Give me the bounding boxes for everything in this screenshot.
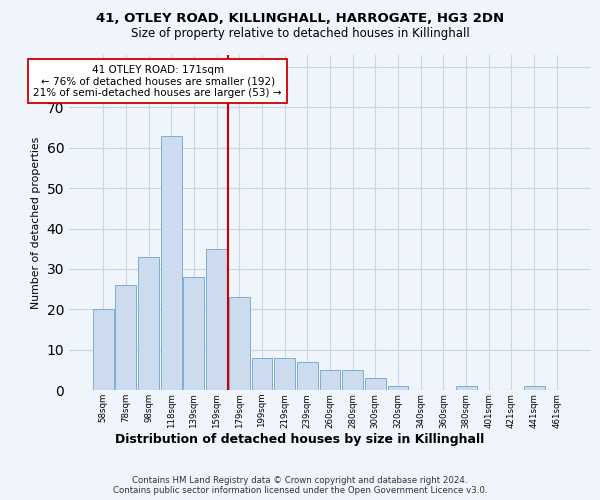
Bar bbox=[274, 358, 295, 390]
Bar bbox=[388, 386, 409, 390]
Bar bbox=[297, 362, 318, 390]
Bar bbox=[251, 358, 272, 390]
Bar bbox=[320, 370, 340, 390]
Bar bbox=[138, 257, 159, 390]
Bar bbox=[161, 136, 182, 390]
Text: Distribution of detached houses by size in Killinghall: Distribution of detached houses by size … bbox=[115, 432, 485, 446]
Bar bbox=[206, 248, 227, 390]
Y-axis label: Number of detached properties: Number of detached properties bbox=[31, 136, 41, 308]
Text: Size of property relative to detached houses in Killinghall: Size of property relative to detached ho… bbox=[131, 28, 469, 40]
Bar bbox=[524, 386, 545, 390]
Text: 41, OTLEY ROAD, KILLINGHALL, HARROGATE, HG3 2DN: 41, OTLEY ROAD, KILLINGHALL, HARROGATE, … bbox=[96, 12, 504, 26]
Bar bbox=[455, 386, 476, 390]
Bar bbox=[115, 285, 136, 390]
Bar bbox=[184, 277, 205, 390]
Bar bbox=[365, 378, 386, 390]
Text: Contains HM Land Registry data © Crown copyright and database right 2024.
Contai: Contains HM Land Registry data © Crown c… bbox=[113, 476, 487, 495]
Bar bbox=[342, 370, 363, 390]
Bar bbox=[93, 310, 113, 390]
Text: 41 OTLEY ROAD: 171sqm
← 76% of detached houses are smaller (192)
21% of semi-det: 41 OTLEY ROAD: 171sqm ← 76% of detached … bbox=[34, 64, 282, 98]
Bar bbox=[229, 297, 250, 390]
